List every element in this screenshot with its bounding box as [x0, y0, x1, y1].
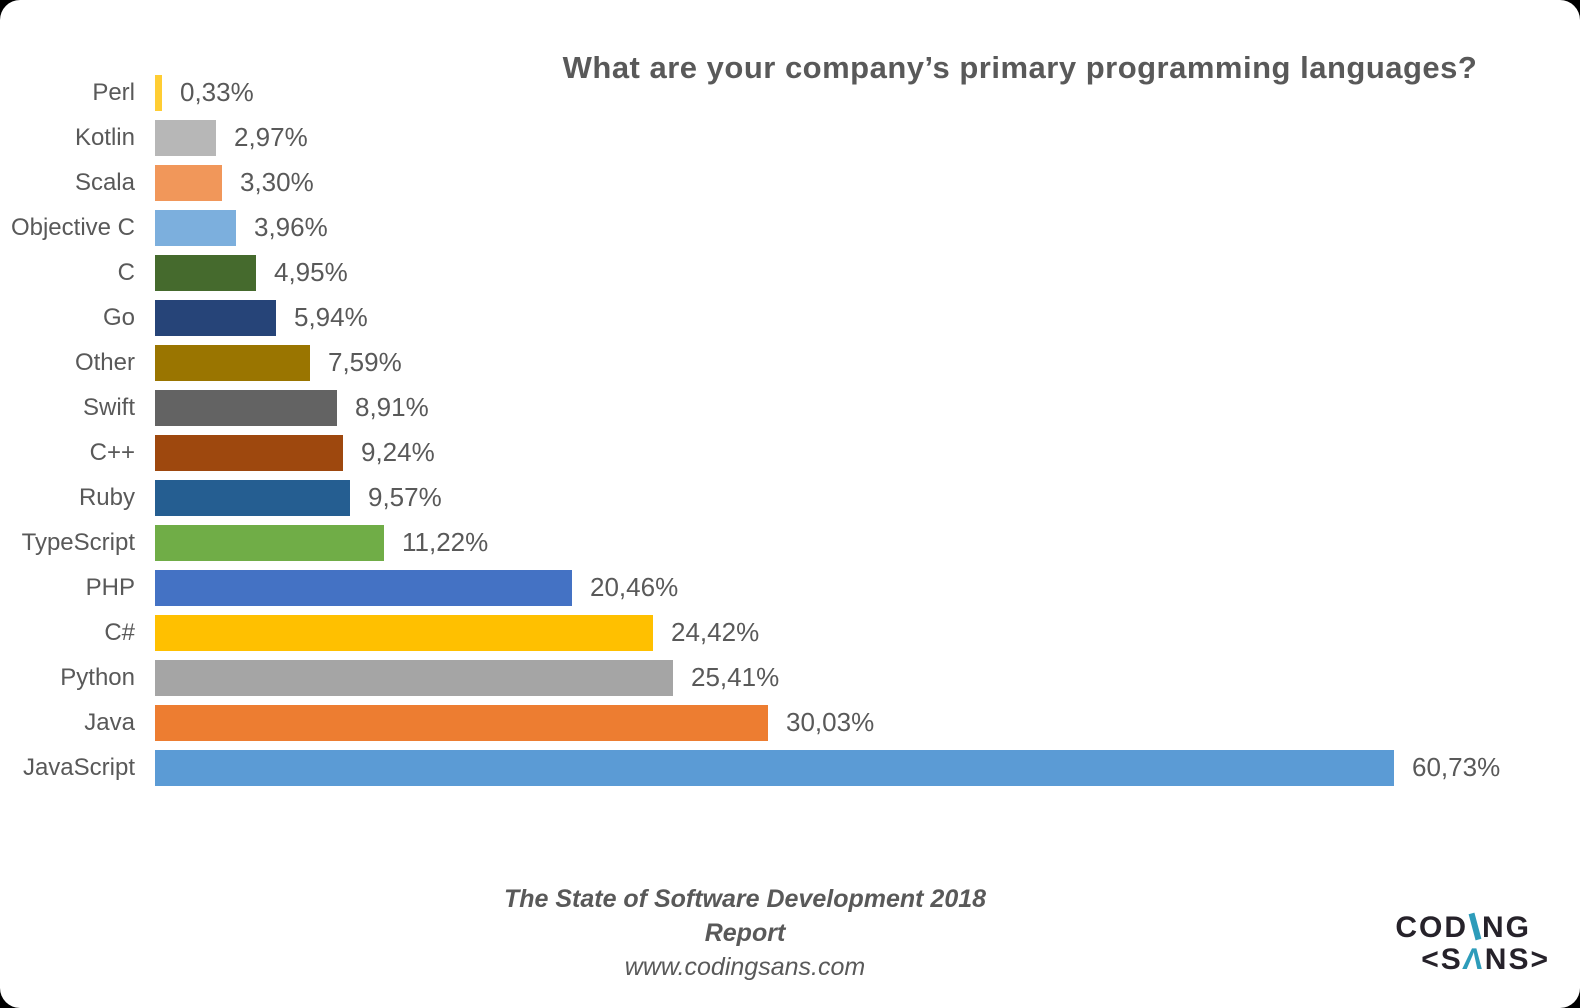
bar-objective-c — [155, 209, 236, 246]
chart-row: C# 24,42% — [0, 610, 1580, 655]
bar-scala — [155, 164, 222, 201]
bar-track: 9,24% — [155, 430, 1580, 475]
value-label: 2,97% — [234, 122, 308, 152]
bar-track: 24,42% — [155, 610, 1580, 655]
logo-lambda-icon: Λ — [1461, 943, 1487, 976]
bar-track: 7,59% — [155, 340, 1580, 385]
value-label: 4,95% — [274, 257, 348, 287]
category-label: Objective C — [10, 213, 135, 241]
value-label: 5,94% — [294, 302, 368, 332]
bar-c- — [155, 614, 653, 651]
category-label: Go — [102, 303, 135, 331]
category-label: C++ — [89, 438, 135, 466]
chart-row: Objective C 3,96% — [0, 205, 1580, 250]
category-label: JavaScript — [22, 753, 135, 781]
category-label: Swift — [82, 393, 135, 421]
value-label: 8,91% — [355, 392, 429, 422]
category-label: Scala — [74, 168, 135, 196]
chart-row: Swift 8,91% — [0, 385, 1580, 430]
bar-track: 60,73% — [155, 745, 1580, 790]
footer: The State of Software Development 2018 R… — [0, 882, 1490, 984]
bar-track: 4,95% — [155, 250, 1580, 295]
logo-text-open-s: <S — [1421, 943, 1463, 976]
footer-website-url: www.codingsans.com — [624, 953, 866, 981]
bar-track: 3,30% — [155, 160, 1580, 205]
value-label: 0,33% — [180, 77, 254, 107]
category-label: PHP — [85, 573, 135, 601]
bar-track: 30,03% — [155, 700, 1580, 745]
logo-text-ns-close: NS> — [1484, 943, 1550, 976]
value-label: 3,96% — [254, 212, 328, 242]
value-label: 20,46% — [590, 572, 679, 602]
chart-row: Other 7,59% — [0, 340, 1580, 385]
bar-track: 8,91% — [155, 385, 1580, 430]
value-label: 9,57% — [368, 482, 442, 512]
bar-c- — [155, 434, 343, 471]
chart-row: PHP 20,46% — [0, 565, 1580, 610]
codingsans-logo: COD NG <SΛNS> — [1395, 912, 1550, 977]
bar-php — [155, 569, 572, 606]
category-label: Perl — [92, 78, 135, 106]
value-label: 60,73% — [1412, 752, 1501, 782]
chart-row: JavaScript 60,73% — [0, 745, 1580, 790]
bar-track: 20,46% — [155, 565, 1580, 610]
logo-text-cod: COD — [1395, 911, 1468, 944]
chart-row: Python 25,41% — [0, 655, 1580, 700]
chart-row: Go 5,94% — [0, 295, 1580, 340]
logo-backslash-icon — [1468, 912, 1482, 941]
value-label: 3,30% — [240, 167, 314, 197]
logo-line-sans: <SΛNS> — [1395, 943, 1550, 976]
bar-swift — [155, 389, 337, 426]
chart-row: Scala 3,30% — [0, 160, 1580, 205]
category-label: Java — [84, 708, 135, 736]
value-label: 7,59% — [328, 347, 402, 377]
chart-row: Kotlin 2,97% — [0, 115, 1580, 160]
category-label: C# — [104, 618, 135, 646]
chart-title: What are your company’s primary programm… — [562, 50, 1478, 85]
category-label: Ruby — [78, 483, 135, 511]
category-label: C — [117, 258, 135, 286]
bar-track: 2,97% — [155, 115, 1580, 160]
bar-track: 5,94% — [155, 295, 1580, 340]
value-label: 11,22% — [402, 527, 489, 557]
bar-track: 0,33% — [155, 70, 1580, 115]
category-label: Python — [60, 663, 135, 691]
bar-java — [155, 704, 768, 741]
value-label: 25,41% — [691, 662, 780, 692]
bar-track: 3,96% — [155, 205, 1580, 250]
chart-row: C 4,95% — [0, 250, 1580, 295]
chart-row: Ruby 9,57% — [0, 475, 1580, 520]
bar-kotlin — [155, 119, 216, 156]
bar-javascript — [155, 749, 1394, 786]
logo-text-ng: NG — [1482, 911, 1531, 944]
value-label: 9,24% — [361, 437, 435, 467]
value-label: 24,42% — [671, 617, 760, 647]
bar-typescript — [155, 524, 384, 561]
chart-row: Java 30,03% — [0, 700, 1580, 745]
bar-chart: Perl 0,33% Kotlin 2,97% Scala 3,30% Obje… — [0, 70, 1580, 790]
chart-row: Perl 0,33% — [0, 70, 1580, 115]
category-label: TypeScript — [21, 528, 135, 556]
category-label: Kotlin — [74, 123, 135, 151]
chart-row: C++ 9,24% — [0, 430, 1580, 475]
logo-line-coding: COD NG — [1395, 912, 1531, 944]
bar-c — [155, 254, 256, 291]
bar-other — [155, 344, 310, 381]
bar-go — [155, 299, 276, 336]
bar-track: 25,41% — [155, 655, 1580, 700]
chart-row: TypeScript 11,22% — [0, 520, 1580, 565]
value-label: 30,03% — [786, 707, 875, 737]
footer-report-title: The State of Software Development 2018 — [503, 885, 987, 913]
bar-python — [155, 659, 673, 696]
bar-track: 9,57% — [155, 475, 1580, 520]
category-label: Other — [74, 348, 135, 376]
bar-track: 11,22% — [155, 520, 1580, 565]
footer-report-word: Report — [704, 919, 786, 947]
bar-ruby — [155, 479, 350, 516]
bar-perl — [155, 74, 162, 111]
